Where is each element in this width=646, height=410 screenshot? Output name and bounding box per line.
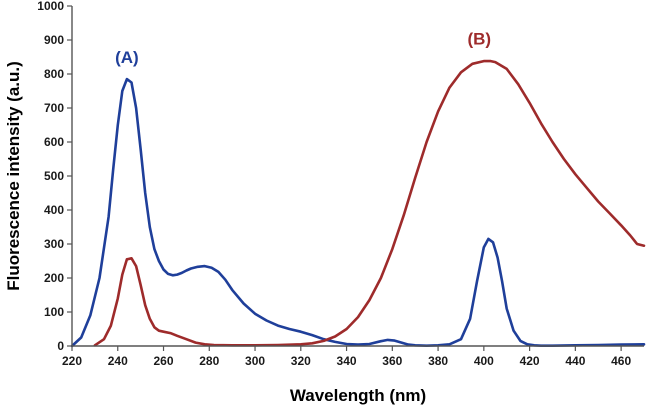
y-tick-label: 100 xyxy=(44,305,64,319)
y-tick-label: 600 xyxy=(44,135,64,149)
y-tick-label: 0 xyxy=(57,339,64,353)
x-tick-label: 440 xyxy=(565,354,585,368)
series-a: (A) xyxy=(70,48,646,348)
x-tick-label: 340 xyxy=(337,354,357,368)
series-label: (B) xyxy=(467,29,491,48)
y-axis-title: Fluorescence intensity (a.u.) xyxy=(4,61,23,291)
x-tick-label: 420 xyxy=(520,354,540,368)
y-tick-label: 500 xyxy=(44,169,64,183)
x-tick-label: 300 xyxy=(245,354,265,368)
x-tick-label: 400 xyxy=(474,354,494,368)
plot-area xyxy=(72,6,644,346)
x-tick-label: 320 xyxy=(291,354,311,368)
series-group: (A) (B) xyxy=(70,29,646,348)
x-tick-label: 240 xyxy=(108,354,128,368)
y-tick-label: 800 xyxy=(44,67,64,81)
series-line xyxy=(93,59,646,347)
y-tick-label: 300 xyxy=(44,237,64,251)
y-tick-label: 200 xyxy=(44,271,64,285)
y-tick-label: 700 xyxy=(44,101,64,115)
series-line xyxy=(70,77,646,348)
y-tick-label: 400 xyxy=(44,203,64,217)
x-tick-label: 220 xyxy=(62,354,82,368)
series-b: (B) xyxy=(93,29,646,347)
series-label: (A) xyxy=(115,48,139,67)
x-axis-title: Wavelength (nm) xyxy=(290,386,426,405)
y-tick-label: 900 xyxy=(44,33,64,47)
plot-background xyxy=(72,6,644,346)
x-tick-label: 380 xyxy=(428,354,448,368)
y-tick-label: 1000 xyxy=(37,0,64,13)
x-tick-label: 360 xyxy=(382,354,402,368)
axes: 220 240 260 280 300 320 340 360 380 400 420 440 460 0… xyxy=(37,0,644,368)
x-tick-label: 260 xyxy=(154,354,174,368)
x-tick-label: 460 xyxy=(611,354,631,368)
x-tick-label: 280 xyxy=(199,354,219,368)
